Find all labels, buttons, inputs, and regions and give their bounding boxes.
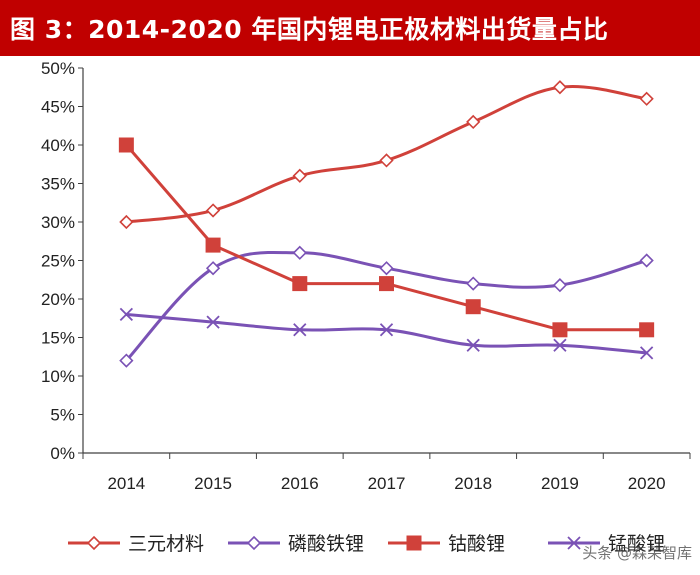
legend-swatch-marker [406, 535, 422, 551]
y-tick-label: 50% [41, 59, 75, 78]
data-point [552, 322, 568, 338]
x-tick-label: 2018 [454, 474, 492, 493]
series-2 [118, 137, 655, 338]
data-point [205, 203, 221, 218]
legend-item: 三元材料 [68, 533, 204, 555]
watermark: 头条 @森荣智库 [582, 544, 692, 562]
axes: 0% 5% 10% 15% 20% 25% 30% 35% 40% 45% 50% 2014 2015 2… [41, 59, 691, 493]
x-marker-stroke [567, 536, 581, 550]
data-point [292, 245, 307, 260]
y-tick-label: 35% [41, 175, 75, 194]
series-line [124, 143, 649, 332]
x-tick-label: 2020 [628, 474, 666, 493]
data-point [379, 153, 394, 168]
legend-item: 锰酸锂 [548, 533, 665, 555]
data-point [466, 276, 481, 291]
data-point [379, 261, 394, 276]
x-marker-stroke [206, 315, 220, 329]
legend-item: 磷酸铁锂 [228, 533, 364, 555]
x-marker-stroke [640, 346, 654, 360]
x-tick-label: 2016 [281, 474, 319, 493]
data-point [640, 346, 654, 360]
x-tick-label: 2017 [368, 474, 406, 493]
y-tick-label: 0% [50, 444, 75, 463]
x-tick-label: 2014 [107, 474, 145, 493]
y-tick-label: 5% [50, 406, 75, 425]
y-tick-label: 45% [41, 98, 75, 117]
x-marker-stroke [379, 323, 394, 337]
data-point [465, 299, 481, 315]
series-1 [119, 245, 654, 368]
legend-label: 三元材料 [128, 533, 204, 555]
legend-item: 钴酸锂 [388, 533, 505, 555]
data-point [639, 91, 654, 106]
y-tick-label: 30% [41, 213, 75, 232]
page-title: 图 3：2014-2020 年国内锂电正极材料出货量占比 [0, 0, 700, 56]
legend-swatch-marker [86, 535, 102, 551]
data-point [466, 114, 481, 130]
series-3 [119, 307, 654, 360]
data-point [119, 353, 134, 368]
data-point [379, 323, 394, 337]
legend-swatch-marker [246, 535, 262, 551]
data-point [639, 322, 655, 338]
data-point [552, 80, 568, 95]
data-point [119, 214, 134, 230]
x-tick-label: 2019 [541, 474, 579, 493]
data-point [553, 338, 567, 352]
series-line [124, 312, 649, 355]
data-point [118, 137, 134, 153]
data-point [205, 237, 221, 253]
series-0 [119, 80, 654, 230]
legend-label: 锰酸锂 [608, 533, 665, 555]
data-point [119, 307, 133, 322]
data-point [205, 261, 221, 276]
legend-label: 钴酸锂 [448, 533, 505, 555]
x-marker-stroke [119, 307, 133, 322]
y-tick-label: 40% [41, 136, 75, 155]
y-tick-label: 10% [41, 367, 75, 386]
data-point [292, 276, 308, 292]
x-marker-stroke [293, 323, 307, 337]
data-point [293, 323, 307, 337]
x-marker-stroke [553, 338, 567, 352]
series-layer [118, 80, 655, 368]
legend-label: 磷酸铁锂 [288, 533, 364, 555]
data-point [466, 338, 480, 352]
data-point [552, 278, 568, 293]
y-tick-label: 20% [41, 290, 75, 309]
data-point [292, 168, 307, 183]
x-tick-label: 2015 [194, 474, 232, 493]
data-point [379, 276, 394, 292]
x-marker-stroke [466, 338, 480, 352]
data-point [639, 253, 654, 268]
y-tick-label: 15% [41, 329, 75, 348]
y-tick-label: 25% [41, 252, 75, 271]
legend: 三元材料 磷酸铁锂 钴酸锂 锰酸锂 [68, 533, 665, 555]
legend-swatch-marker [567, 536, 581, 550]
data-point [206, 315, 220, 329]
